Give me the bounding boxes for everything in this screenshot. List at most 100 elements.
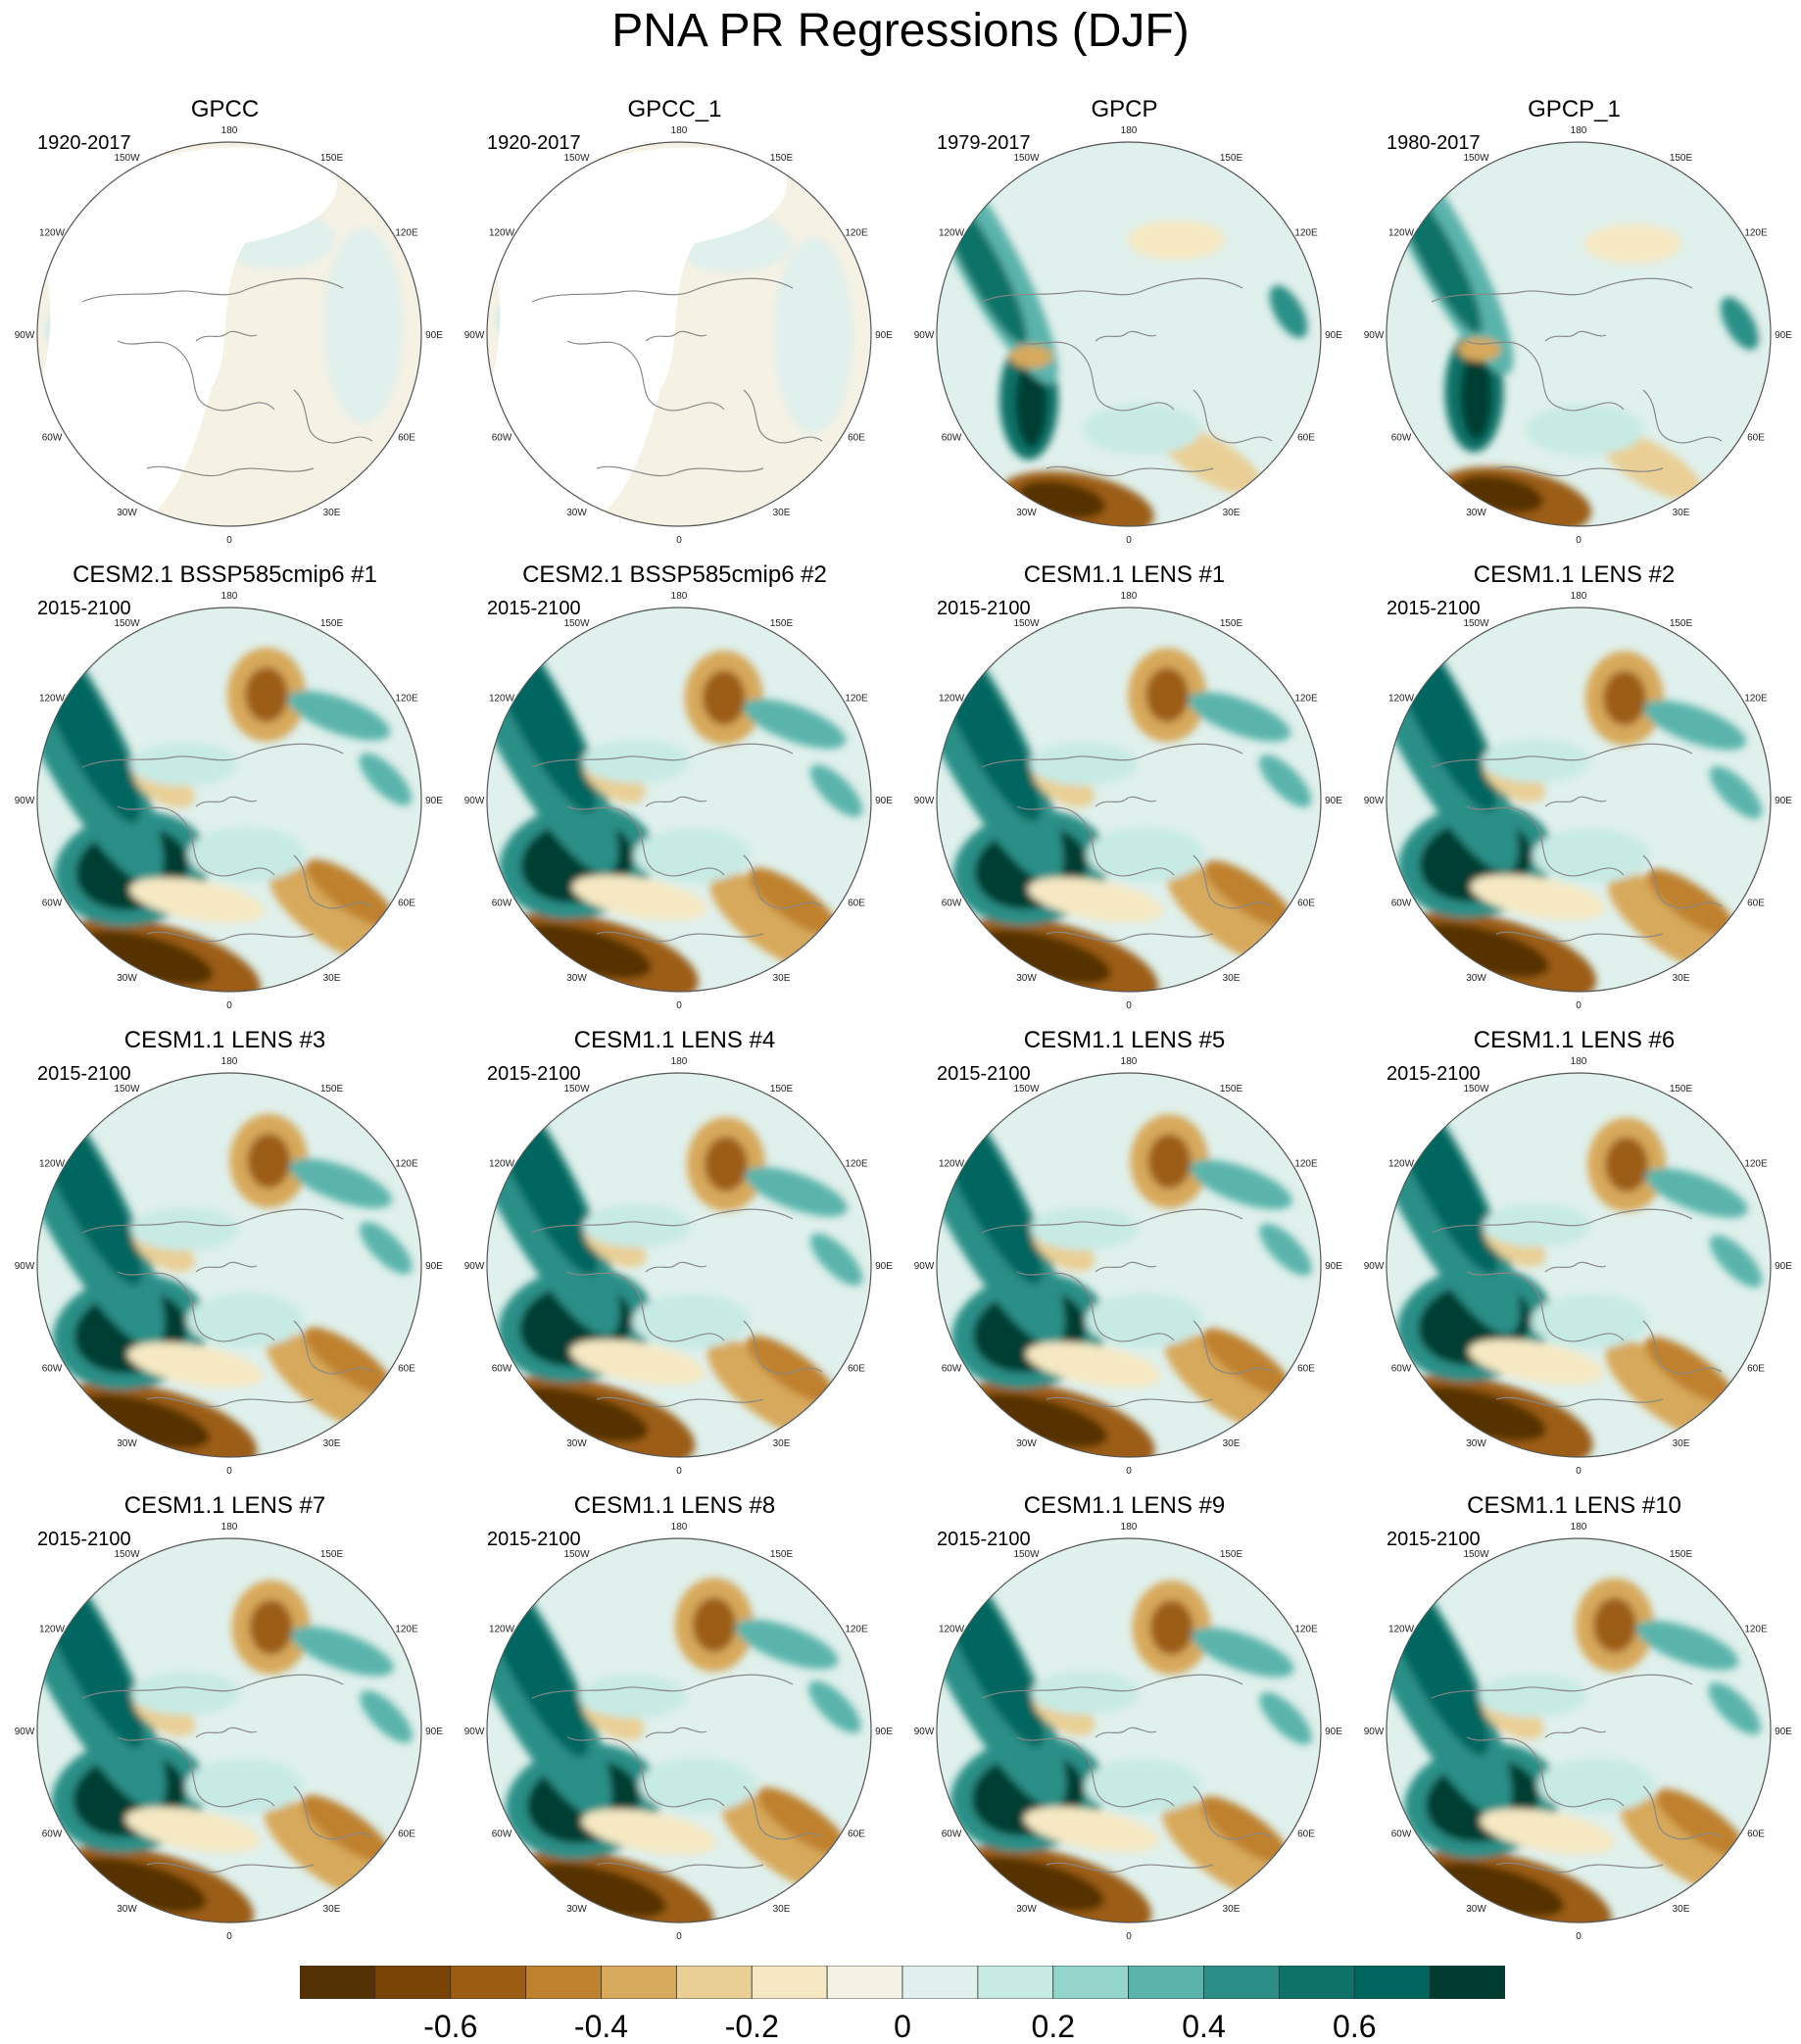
anomaly-region (129, 877, 266, 923)
anomaly-region (127, 1341, 264, 1388)
longitude-label: 150W (1463, 618, 1489, 629)
anomaly-region (1029, 742, 1138, 786)
colorbar-swatch (751, 1966, 828, 1999)
anomaly-region (1479, 1674, 1586, 1718)
anomaly-region (748, 867, 840, 937)
colorbar-tick-label: 0.6 (1333, 2009, 1377, 2044)
longitude-label: 30E (1223, 1904, 1241, 1915)
longitude-label: 120W (489, 1159, 515, 1170)
longitude-label: 180 (671, 591, 688, 602)
colorbar-swatch (300, 1966, 376, 1999)
longitude-label: 90W (15, 1727, 35, 1737)
longitude-label: 150W (563, 153, 590, 164)
longitude-label: 60W (942, 1829, 962, 1840)
polar-map: 180 150E 120E 90E 60E 30E 0 30W 60W 90W 120W 150W (914, 125, 1343, 546)
anomaly-region (359, 753, 413, 805)
longitude-label: 30E (1223, 1438, 1241, 1449)
longitude-label: 150W (114, 153, 140, 164)
anomaly-region (745, 1166, 848, 1217)
map-frame (36, 1537, 422, 1923)
polar-map: 180 150E 120E 90E 60E 30E 0 30W 60W 90W 120W 150W (15, 1056, 444, 1477)
anomaly-region (1532, 828, 1650, 884)
anomaly-region (360, 1690, 413, 1743)
longitude-label: 90W (464, 330, 485, 341)
panel-period: 2015-2100 (487, 1063, 581, 1085)
longitude-label: 90E (1325, 330, 1342, 341)
panel-period: 2015-2100 (37, 1063, 131, 1085)
polar-map: 180 150E 120E 90E 60E 30E 0 30W 60W 90W 120W 150W (914, 1522, 1343, 1942)
map-panel: 180 150E 120E 90E 60E 30E 0 30W 60W 90W 120W 150W GP… (0, 96, 450, 557)
anomaly-region (186, 1292, 305, 1348)
longitude-label: 120E (1294, 1625, 1318, 1635)
anomaly-region (1413, 1386, 1546, 1441)
anomaly-region (1470, 874, 1606, 920)
longitude-label: 90E (425, 796, 443, 806)
longitude-label: 90W (914, 1727, 935, 1737)
anomaly-region (1708, 1681, 1761, 1735)
panel-period: 1920-2017 (37, 132, 131, 154)
anomaly-region (1645, 1168, 1748, 1218)
anomaly-region (1655, 1788, 1747, 1858)
map-frame (1386, 1072, 1772, 1458)
longitude-label: 120E (1744, 694, 1768, 705)
panel-title: CESM1.1 LENS #6 (1473, 1027, 1676, 1053)
longitude-label: 150W (563, 1084, 590, 1095)
anomaly-region (632, 1293, 751, 1349)
anomaly-region (1259, 1692, 1312, 1745)
panel-period: 2015-2100 (487, 1529, 581, 1550)
anomaly-region (1605, 1137, 1649, 1192)
panel-title: CESM1.1 LENS #8 (573, 1492, 776, 1519)
longitude-label: 60E (1297, 899, 1315, 909)
longitude-label: 0 (1576, 1931, 1582, 1942)
anomaly-region (1480, 1808, 1616, 1855)
longitude-label: 30E (1673, 973, 1690, 984)
longitude-label: 180 (221, 591, 238, 602)
longitude-label: 90E (1775, 796, 1792, 806)
coastline (1431, 1674, 1723, 1874)
longitude-label: 90W (15, 796, 35, 806)
coastline (81, 1208, 373, 1408)
anomaly-region (808, 1680, 861, 1733)
longitude-label: 120W (39, 1159, 66, 1170)
map-panel-grid: 180 150E 120E 90E 60E 30E 0 30W 60W 90W 120W 150W GP… (0, 96, 1793, 1942)
longitude-label: 90W (15, 330, 35, 341)
longitude-label: 150E (770, 1084, 794, 1095)
longitude-label: 0 (1126, 1931, 1132, 1942)
anomaly-region (1531, 1293, 1649, 1349)
longitude-label: 120W (939, 1159, 965, 1170)
longitude-label: 60E (1747, 899, 1765, 909)
panel-title: CESM1.1 LENS #2 (1473, 561, 1676, 588)
longitude-label: 30W (1016, 1904, 1037, 1915)
colorbar-tick-label: -0.4 (573, 2009, 629, 2044)
anomaly-region (1603, 670, 1646, 726)
longitude-label: 30W (1016, 973, 1037, 984)
anomaly-region (809, 1233, 863, 1287)
longitude-label: 30E (773, 973, 791, 984)
longitude-label: 150E (770, 1549, 794, 1560)
longitude-label: 150W (114, 1549, 140, 1560)
anomaly-region (583, 1203, 691, 1247)
longitude-label: 60E (398, 433, 415, 444)
coastline (981, 1208, 1273, 1408)
anomaly-region (569, 1339, 706, 1386)
anomaly-region (702, 670, 746, 725)
longitude-label: 90E (1775, 1261, 1792, 1272)
anomaly-region (1087, 827, 1204, 883)
longitude-label: 90W (464, 1727, 485, 1737)
longitude-label: 150E (320, 1084, 344, 1095)
anomaly-region (1199, 1796, 1291, 1865)
longitude-label: 30W (1016, 508, 1037, 518)
map-frame (486, 1537, 872, 1923)
anomaly-region (978, 929, 1111, 985)
longitude-label: 120E (395, 694, 418, 705)
longitude-label: 90W (1364, 796, 1385, 806)
longitude-label: 90E (875, 796, 893, 806)
anomaly-region (809, 764, 863, 817)
colorbar-swatch (1052, 1966, 1130, 1999)
longitude-label: 30W (117, 1438, 137, 1449)
longitude-label: 0 (1576, 1000, 1582, 1011)
panel-period: 2015-2100 (937, 1529, 1031, 1550)
longitude-label: 180 (671, 1522, 688, 1533)
anomaly-region (1709, 766, 1763, 819)
longitude-label: 0 (1126, 1466, 1132, 1477)
